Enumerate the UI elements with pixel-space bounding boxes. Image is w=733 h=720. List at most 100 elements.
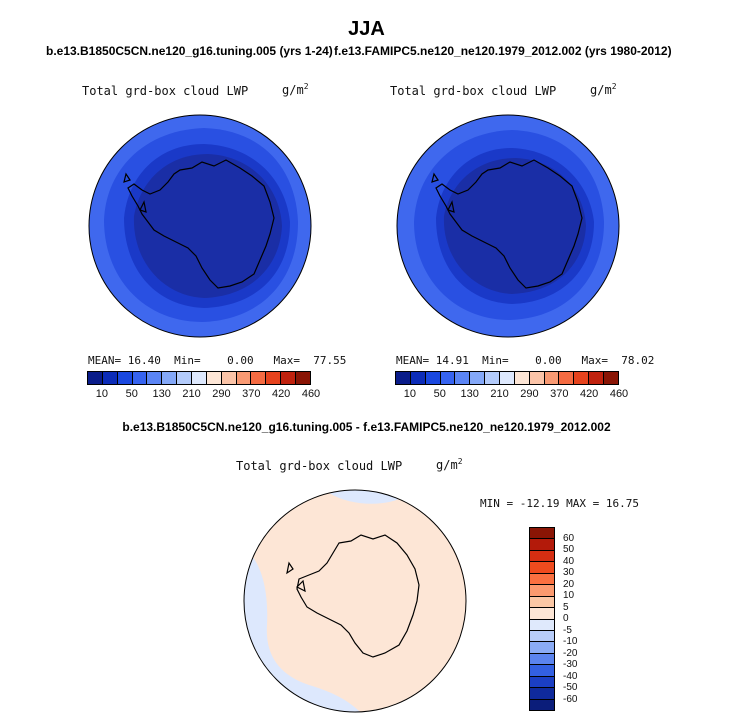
colorbar-tick-label: -50 xyxy=(563,682,578,693)
colorbar-swatch xyxy=(251,372,267,384)
colorbar-swatch xyxy=(530,585,554,597)
core-region xyxy=(133,154,282,298)
colorbar-swatch xyxy=(559,372,575,384)
colorbar-swatch xyxy=(574,372,590,384)
colorbar-tick-label: -30 xyxy=(563,659,578,670)
colorbar-tick-label: 50 xyxy=(563,544,575,555)
colorbar-swatch xyxy=(410,372,426,384)
colorbar-swatch xyxy=(266,372,282,384)
colorbar-tick-label: 20 xyxy=(563,578,575,590)
colorbar-swatch xyxy=(455,372,471,384)
colorbar-tick-label: 10 xyxy=(95,388,109,400)
colorbar-tick-label: 420 xyxy=(579,388,599,400)
colorbar-swatch xyxy=(485,372,501,384)
colorbar-swatch xyxy=(440,372,456,384)
colorbar-tick-label: -10 xyxy=(563,636,578,647)
colorbar-swatch xyxy=(470,372,486,384)
colorbar-swatch xyxy=(117,372,133,384)
left-stats: MEAN= 16.40 Min= 0.00 Max= 77.55 xyxy=(88,354,347,367)
colorbar-swatch xyxy=(296,372,310,384)
colorbar-swatch xyxy=(162,372,178,384)
colorbar-tick-label: 5 xyxy=(563,601,569,613)
colorbar-tick-label: 210 xyxy=(182,388,201,400)
difference-title: b.e13.B1850C5CN.ne120_g16.tuning.005 - f… xyxy=(122,420,611,434)
colorbar-tick-label: 290 xyxy=(520,388,539,400)
season-title: JJA xyxy=(348,18,385,40)
left-panel-label: Total grd-box cloud LWP xyxy=(82,84,249,98)
right-panel-units: g/m2 xyxy=(590,82,617,97)
colorbar-swatch xyxy=(177,372,193,384)
diff-panel-units: g/m2 xyxy=(436,457,463,472)
colorbar-swatch xyxy=(530,550,554,563)
diff-colorbar xyxy=(529,527,555,711)
colorbar-swatch xyxy=(281,372,297,384)
right-colorbar xyxy=(395,371,619,385)
colorbar-tick-label: 50 xyxy=(433,388,446,400)
colorbar-swatch xyxy=(514,372,530,384)
colorbar-swatch xyxy=(206,372,222,384)
colorbar-tick-label: -40 xyxy=(563,670,578,682)
antarctica-coastline xyxy=(431,159,583,289)
colorbar-tick-label: 420 xyxy=(271,388,291,400)
case-right-title: f.e13.FAMIPC5.ne120_ne120.1979_2012.002 … xyxy=(334,44,672,58)
colorbar-swatch xyxy=(530,596,554,609)
colorbar-swatch xyxy=(147,372,163,384)
diff-background xyxy=(244,490,466,712)
colorbar-tick-label: 60 xyxy=(563,532,575,544)
colorbar-swatch xyxy=(500,372,515,384)
colorbar-swatch xyxy=(604,372,618,384)
left-panel-units: g/m2 xyxy=(282,82,309,97)
colorbar-swatch xyxy=(530,665,554,677)
colorbar-swatch xyxy=(236,372,252,384)
colorbar-swatch xyxy=(396,372,411,384)
colorbar-tick-label: 370 xyxy=(550,388,569,400)
colorbar-swatch xyxy=(530,528,554,540)
colorbar-tick-label: 40 xyxy=(563,555,575,567)
colorbar-swatch xyxy=(530,642,554,654)
colorbar-tick-label: -20 xyxy=(563,647,578,659)
colorbar-swatch xyxy=(589,372,605,384)
difference-polar-map xyxy=(243,489,467,713)
diff-cool-patch xyxy=(329,490,399,504)
colorbar-tick-label: 30 xyxy=(563,567,575,578)
colorbar-tick-label: 10 xyxy=(563,590,575,601)
right-stats: MEAN= 14.91 Min= 0.00 Max= 78.02 xyxy=(396,354,655,367)
colorbar-tick-label: -5 xyxy=(563,624,572,636)
colorbar-swatch xyxy=(132,372,148,384)
colorbar-tick-label: 0 xyxy=(563,613,569,624)
colorbar-tick-label: 130 xyxy=(152,388,171,400)
colorbar-tick-label: -60 xyxy=(563,693,578,705)
case-left-title: b.e13.B1850C5CN.ne120_g16.tuning.005 (yr… xyxy=(46,44,333,58)
diff-panel-label: Total grd-box cloud LWP xyxy=(236,459,403,473)
colorbar-swatch xyxy=(530,699,554,710)
colorbar-tick-label: 10 xyxy=(403,388,417,400)
left-polar-map xyxy=(88,114,312,338)
diff-minmax: MIN = -12.19 MAX = 16.75 xyxy=(480,497,639,510)
colorbar-swatch xyxy=(530,676,554,689)
colorbar-swatch xyxy=(530,573,554,586)
colorbar-tick-label: 460 xyxy=(301,388,321,400)
colorbar-swatch xyxy=(530,539,554,551)
colorbar-swatch xyxy=(544,372,560,384)
colorbar-swatch xyxy=(192,372,207,384)
colorbar-swatch xyxy=(530,608,554,620)
right-polar-map xyxy=(396,114,620,338)
colorbar-tick-label: 460 xyxy=(609,388,629,400)
antarctica-coastline xyxy=(286,534,420,658)
colorbar-swatch xyxy=(530,653,554,666)
colorbar-tick-label: 130 xyxy=(460,388,479,400)
colorbar-tick-label: 370 xyxy=(242,388,261,400)
colorbar-swatch xyxy=(530,562,554,574)
right-colorbar-ticks: 10 50 130 210 290 370 420 460 xyxy=(395,388,628,402)
colorbar-swatch xyxy=(530,619,554,631)
colorbar-tick-label: 290 xyxy=(212,388,231,400)
colorbar-swatch xyxy=(88,372,103,384)
colorbar-tick-label: 50 xyxy=(125,388,138,400)
colorbar-swatch xyxy=(102,372,118,384)
colorbar-swatch xyxy=(529,372,545,384)
antarctica-coastline xyxy=(123,159,275,289)
colorbar-swatch xyxy=(530,630,554,643)
left-colorbar-ticks: 10 50 130 210 290 370 420 460 xyxy=(87,388,320,402)
colorbar-tick-label: 210 xyxy=(490,388,509,400)
colorbar-swatch xyxy=(221,372,237,384)
